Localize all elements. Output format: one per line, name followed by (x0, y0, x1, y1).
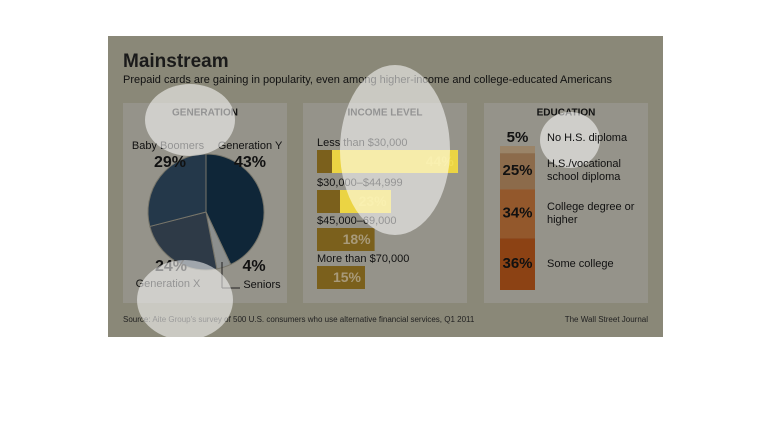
segment-value: 5% (507, 129, 529, 146)
stack-segment (500, 189, 535, 239)
segment-label: College degree or higher (547, 200, 635, 226)
stack-segment (500, 238, 535, 290)
bar (317, 228, 375, 251)
bar-value: 15% (333, 269, 362, 285)
slice-value: 4% (242, 258, 265, 275)
segment-value: 36% (502, 255, 532, 272)
credit: The Wall Street Journal (565, 315, 649, 324)
source: Source: Aite Group's survey of 500 U.S. … (123, 315, 475, 324)
slice-value: 29% (154, 154, 186, 171)
slice-value: 43% (234, 154, 266, 171)
segment-value: 25% (502, 162, 532, 179)
bar-label: More than $70,000 (317, 253, 409, 265)
pie-slice (205, 153, 265, 266)
slice-label: Generation Y (218, 140, 283, 152)
annotation-blob (340, 65, 450, 235)
bar (317, 266, 365, 289)
stack-segment (500, 153, 535, 190)
slice-label: Seniors (243, 279, 281, 291)
segment-label: Some college (547, 257, 614, 270)
annotation-blob (137, 260, 233, 340)
annotation-blob (145, 84, 235, 156)
bar-value: 18% (343, 231, 372, 247)
stack-segment (500, 146, 535, 154)
title: Mainstream (123, 51, 229, 72)
segment-value: 34% (502, 205, 532, 222)
segment-label: H.S./vocational school diploma (547, 158, 621, 184)
segment-label: No H.S. diploma (547, 131, 628, 144)
annotation-blob (540, 112, 600, 168)
